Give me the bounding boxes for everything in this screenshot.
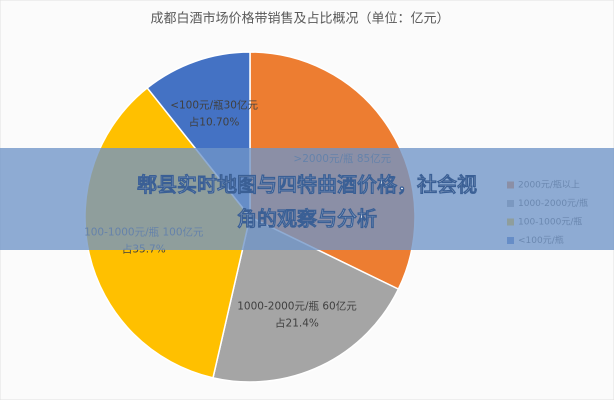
slice-label: 占21.4% (275, 317, 319, 330)
pie-slice (212, 215, 400, 383)
banner-band (0, 148, 614, 250)
slice-label: 1000-2000元/瓶 60亿元 (237, 300, 357, 313)
chart-title: 成都白酒市场价格带销售及占比概况（单位：亿元） (150, 11, 449, 27)
slice-label: <100元/瓶30亿元 (170, 99, 258, 112)
banner-text: 郫县实时地图与四特曲酒价格，社会视 (137, 173, 477, 197)
slice-label: 占10.70% (189, 116, 240, 129)
banner-text: 角的观察与分析 (237, 207, 377, 231)
